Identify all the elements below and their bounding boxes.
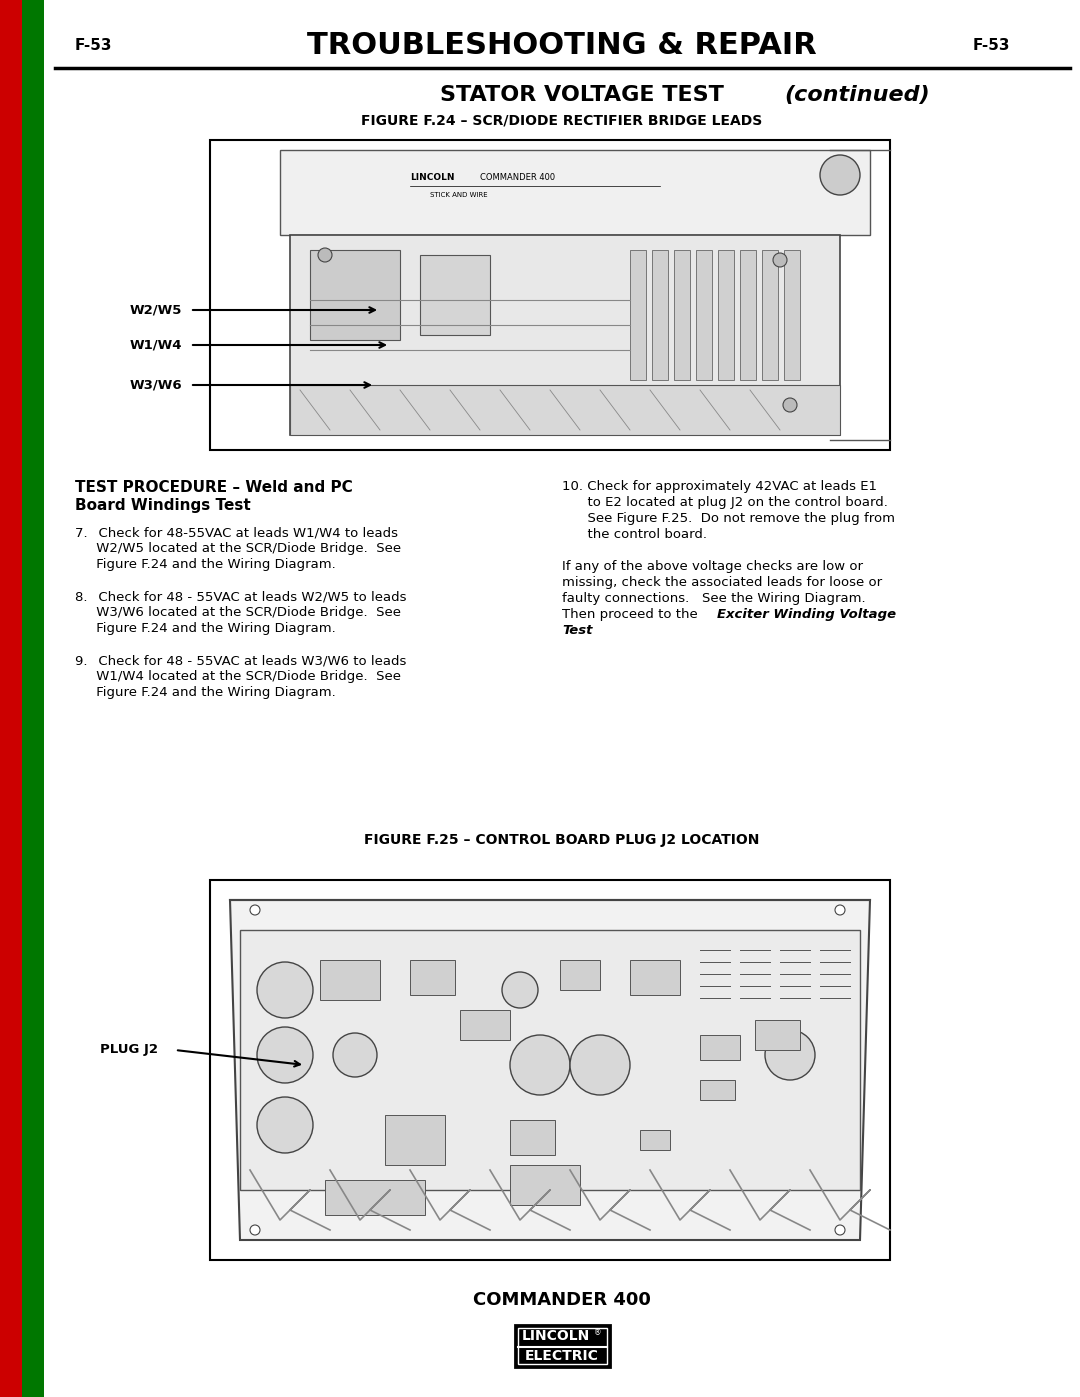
Text: STATOR VOLTAGE TEST: STATOR VOLTAGE TEST xyxy=(440,85,731,105)
Text: LINCOLN: LINCOLN xyxy=(522,1329,590,1343)
Text: FIGURE F.25 – CONTROL BOARD PLUG J2 LOCATION: FIGURE F.25 – CONTROL BOARD PLUG J2 LOCA… xyxy=(364,833,759,847)
Circle shape xyxy=(257,1027,313,1083)
Text: W3/W6 located at the SCR/Diode Bridge.  See: W3/W6 located at the SCR/Diode Bridge. S… xyxy=(75,606,401,619)
Bar xyxy=(280,149,870,235)
Text: 8.  Check for 48 - 55VAC at leads W2/W5 to leads: 8. Check for 48 - 55VAC at leads W2/W5 t… xyxy=(75,590,406,604)
Circle shape xyxy=(318,249,332,263)
Text: Exciter Winding Voltage: Exciter Winding Voltage xyxy=(717,608,896,622)
Circle shape xyxy=(257,963,313,1018)
Circle shape xyxy=(835,1225,845,1235)
Bar xyxy=(0,0,22,1397)
Bar xyxy=(674,250,690,380)
Bar xyxy=(325,1180,426,1215)
Text: to E2 located at plug J2 on the control board.: to E2 located at plug J2 on the control … xyxy=(562,496,888,509)
Text: Return to Master TOC: Return to Master TOC xyxy=(28,1070,38,1190)
Text: W1/W4: W1/W4 xyxy=(130,338,183,352)
Bar xyxy=(630,250,646,380)
Bar xyxy=(640,1130,670,1150)
Circle shape xyxy=(333,1032,377,1077)
Text: (continued): (continued) xyxy=(784,85,930,105)
Text: ELECTRIC: ELECTRIC xyxy=(525,1350,599,1363)
Bar xyxy=(718,250,734,380)
Circle shape xyxy=(820,155,860,196)
Text: COMMANDER 400: COMMANDER 400 xyxy=(480,173,555,183)
Text: W3/W6: W3/W6 xyxy=(130,379,183,391)
Bar xyxy=(210,880,890,1260)
Bar xyxy=(784,250,800,380)
Bar xyxy=(320,960,380,1000)
Text: Figure F.24 and the Wiring Diagram.: Figure F.24 and the Wiring Diagram. xyxy=(75,557,336,571)
Bar xyxy=(514,1324,609,1368)
Text: W2/W5 located at the SCR/Diode Bridge.  See: W2/W5 located at the SCR/Diode Bridge. S… xyxy=(75,542,401,555)
Bar xyxy=(762,250,778,380)
Bar xyxy=(696,250,712,380)
Text: Return to Section TOC: Return to Section TOC xyxy=(6,469,16,591)
Text: Return to Section TOC: Return to Section TOC xyxy=(6,1069,16,1192)
Circle shape xyxy=(765,1030,815,1080)
Text: Figure F.24 and the Wiring Diagram.: Figure F.24 and the Wiring Diagram. xyxy=(75,686,336,698)
Circle shape xyxy=(835,905,845,915)
Bar xyxy=(420,256,490,335)
Circle shape xyxy=(249,1225,260,1235)
Text: Return to Master TOC: Return to Master TOC xyxy=(28,781,38,900)
Bar xyxy=(410,960,455,995)
Text: Return to Master TOC: Return to Master TOC xyxy=(28,471,38,590)
Text: See Figure F.25.  Do not remove the plug from: See Figure F.25. Do not remove the plug … xyxy=(562,511,895,525)
Text: If any of the above voltage checks are low or: If any of the above voltage checks are l… xyxy=(562,560,863,573)
Text: 7.  Check for 48-55VAC at leads W1/W4 to leads: 7. Check for 48-55VAC at leads W1/W4 to … xyxy=(75,527,399,539)
Bar xyxy=(291,235,840,434)
Text: Figure F.24 and the Wiring Diagram.: Figure F.24 and the Wiring Diagram. xyxy=(75,622,336,636)
Text: Return to Master TOC: Return to Master TOC xyxy=(28,140,38,260)
Bar xyxy=(740,250,756,380)
Text: missing, check the associated leads for loose or: missing, check the associated leads for … xyxy=(562,576,882,590)
Bar xyxy=(510,1165,580,1206)
Text: W2/W5: W2/W5 xyxy=(130,303,183,317)
Bar xyxy=(384,1115,445,1165)
Text: TROUBLESHOOTING & REPAIR: TROUBLESHOOTING & REPAIR xyxy=(307,31,816,60)
Bar xyxy=(700,1035,740,1060)
Text: F-53: F-53 xyxy=(75,38,112,53)
Circle shape xyxy=(502,972,538,1009)
Text: COMMANDER 400: COMMANDER 400 xyxy=(473,1291,651,1309)
Text: ®: ® xyxy=(594,1329,602,1337)
Text: 9.  Check for 48 - 55VAC at leads W3/W6 to leads: 9. Check for 48 - 55VAC at leads W3/W6 t… xyxy=(75,654,406,666)
Text: Return to Section TOC: Return to Section TOC xyxy=(6,138,16,261)
Text: the control board.: the control board. xyxy=(562,528,707,541)
Text: Test: Test xyxy=(562,624,593,637)
Text: Then proceed to the: Then proceed to the xyxy=(562,608,702,622)
Text: Return to Section TOC: Return to Section TOC xyxy=(6,778,16,901)
Bar xyxy=(210,140,890,450)
Bar xyxy=(517,1329,607,1363)
Text: 10. Check for approximately 42VAC at leads E1: 10. Check for approximately 42VAC at lea… xyxy=(562,481,877,493)
Circle shape xyxy=(257,1097,313,1153)
Text: faulty connections.   See the Wiring Diagram.: faulty connections. See the Wiring Diagr… xyxy=(562,592,866,605)
Bar xyxy=(22,0,44,1397)
Text: LINCOLN: LINCOLN xyxy=(410,173,455,183)
Circle shape xyxy=(249,905,260,915)
Bar xyxy=(510,1120,555,1155)
Bar xyxy=(561,960,600,990)
Bar xyxy=(700,1080,735,1099)
Bar xyxy=(291,386,840,434)
Circle shape xyxy=(570,1035,630,1095)
Text: W1/W4 located at the SCR/Diode Bridge.  See: W1/W4 located at the SCR/Diode Bridge. S… xyxy=(75,671,401,683)
Text: TEST PROCEDURE – Weld and PC: TEST PROCEDURE – Weld and PC xyxy=(75,481,353,495)
Text: PLUG J2: PLUG J2 xyxy=(100,1044,158,1056)
Bar xyxy=(240,930,860,1190)
Bar xyxy=(310,250,400,339)
Text: Board Windings Test: Board Windings Test xyxy=(75,497,251,513)
Bar xyxy=(755,1020,800,1051)
Circle shape xyxy=(510,1035,570,1095)
Circle shape xyxy=(783,398,797,412)
Bar xyxy=(652,250,669,380)
Bar xyxy=(630,960,680,995)
Text: F-53: F-53 xyxy=(972,38,1010,53)
Text: FIGURE F.24 – SCR/DIODE RECTIFIER BRIDGE LEADS: FIGURE F.24 – SCR/DIODE RECTIFIER BRIDGE… xyxy=(362,113,762,127)
Bar xyxy=(460,1010,510,1039)
Circle shape xyxy=(773,253,787,267)
Text: STICK AND WIRE: STICK AND WIRE xyxy=(430,191,488,198)
Polygon shape xyxy=(230,900,870,1241)
